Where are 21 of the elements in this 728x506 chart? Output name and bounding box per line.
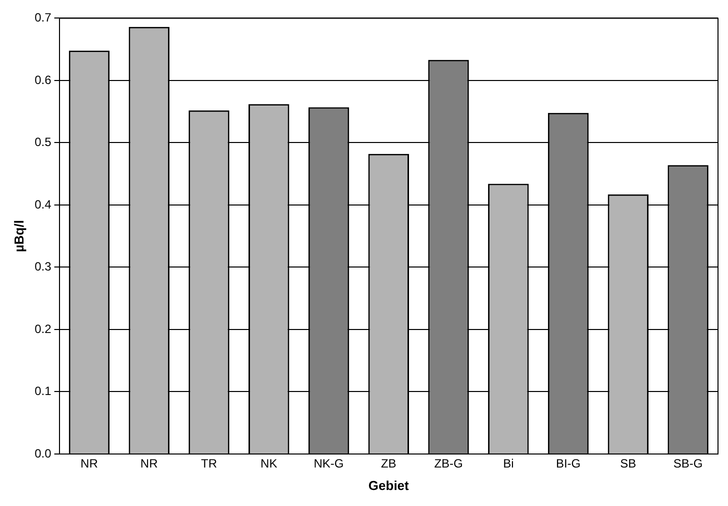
y-tick-label: 0.4: [34, 197, 52, 212]
x-tick-label: NR: [80, 456, 98, 471]
x-tick-label: SB-G: [673, 456, 703, 471]
x-tick-label: NK: [260, 456, 278, 471]
x-tick-label: BI-G: [556, 456, 581, 471]
y-tick-label: 0.0: [34, 446, 52, 460]
y-axis-title: µBq/l: [11, 220, 26, 252]
x-tick-label: TR: [200, 456, 218, 471]
x-tick-label: ZB-G: [434, 456, 463, 471]
x-tick-label: Bi: [503, 456, 514, 471]
x-axis-title: Gebiet: [368, 478, 410, 493]
y-tick-label: 0.6: [34, 72, 52, 87]
x-tick-label: ZB: [380, 456, 396, 471]
x-tick-label: SB: [620, 456, 636, 471]
y-tick-label: 0.3: [34, 260, 52, 274]
x-tick-label: NR: [140, 456, 158, 471]
y-tick-label: 0.5: [34, 135, 52, 150]
y-tick-label: 0.2: [34, 322, 52, 336]
x-tick-label: NK-G: [314, 456, 344, 471]
y-tick-label: 0.1: [34, 384, 52, 398]
y-tick-label: 0.7: [34, 10, 52, 25]
